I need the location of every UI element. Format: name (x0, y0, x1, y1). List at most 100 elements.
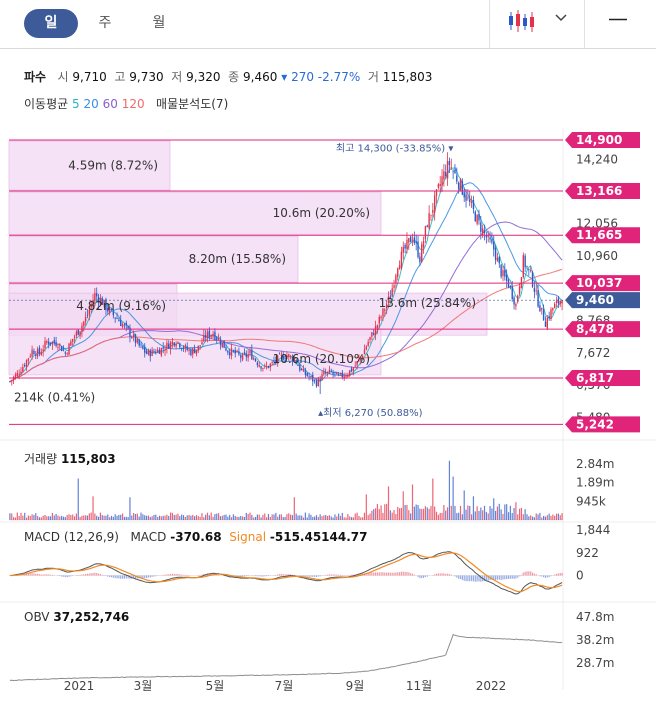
volume-bar (528, 516, 530, 520)
candle-body (354, 365, 356, 367)
volume-bar (214, 514, 216, 520)
x-tick-label: 7월 (275, 679, 294, 693)
macd-histogram-bar (79, 574, 81, 576)
candle-body (524, 255, 526, 268)
menu-icon[interactable] (609, 18, 627, 22)
volume-bar (177, 513, 179, 520)
ma60-label[interactable]: 60 (102, 97, 118, 111)
volume-bar (64, 517, 66, 520)
volume-bar (203, 517, 205, 520)
macd-histogram-bar (330, 574, 332, 576)
candle-body (234, 350, 236, 354)
macd-histogram-bar (86, 573, 89, 576)
candle-body (116, 317, 118, 319)
candle-body (402, 246, 404, 253)
candle-body (72, 338, 74, 342)
ma5-label[interactable]: 5 (72, 97, 80, 111)
volume-bar (27, 515, 29, 520)
tab-2[interactable]: 월 (152, 15, 166, 31)
ma20-label[interactable]: 20 (83, 97, 99, 111)
volume-bar (42, 515, 44, 520)
price-level-tag (565, 227, 640, 244)
candle-body (533, 287, 536, 292)
candle-body (360, 357, 362, 361)
candle-body (90, 304, 92, 308)
price-level-value: 5,242 (576, 417, 614, 431)
volume-bar (112, 516, 114, 520)
volume-bar (365, 494, 367, 520)
candle-body (518, 286, 521, 294)
candle-body (489, 237, 491, 240)
macd-histogram-bar (476, 575, 478, 582)
volume-bar (48, 516, 50, 520)
volume-bar (339, 515, 342, 520)
volume-bar (169, 512, 172, 520)
macd-histogram-bar (31, 573, 33, 576)
candle-body (168, 343, 170, 349)
candle-body (485, 235, 488, 238)
candle-body (107, 308, 109, 312)
macd-histogram-bar (299, 575, 301, 577)
volume-bar (507, 512, 510, 520)
macd-histogram-bar (515, 575, 517, 579)
tab-0[interactable]: 일 (24, 9, 78, 38)
macd-histogram-bar (517, 575, 519, 578)
volume-bar (544, 516, 547, 520)
volume-bar (517, 514, 519, 520)
candle-body (336, 372, 338, 375)
candle-body (317, 378, 320, 386)
volume-bar (480, 507, 482, 520)
volume-bar (25, 517, 28, 520)
macd-histogram-bar (393, 572, 395, 576)
candle-body (422, 241, 425, 248)
volume-bar (232, 514, 234, 520)
volume-bar (406, 504, 408, 520)
volume-bar (441, 512, 443, 520)
chevron-down-icon[interactable] (555, 14, 567, 22)
volume-bar (520, 507, 523, 520)
volume-bar (402, 491, 404, 520)
macd-histogram-bar (483, 575, 486, 582)
candle-body (306, 373, 308, 377)
volume-bar (539, 512, 541, 520)
volume-bar (341, 512, 343, 520)
candle-body (120, 320, 122, 326)
volume-bar (160, 516, 162, 520)
volume-bar (225, 514, 227, 520)
volume-bar (31, 514, 33, 520)
candle-body (435, 189, 438, 196)
candle-body (166, 342, 168, 349)
volume-bar (408, 510, 410, 520)
candle-body (16, 372, 19, 377)
volume-bar (217, 513, 220, 520)
volume-bar (524, 509, 526, 520)
tab-1[interactable]: 주 (98, 15, 112, 31)
volume-bar (81, 515, 83, 520)
candlestick-chart-icon[interactable] (506, 8, 536, 34)
volume-bar (428, 508, 430, 520)
macd-histogram-bar (526, 571, 528, 576)
macd-histogram-bar (68, 575, 70, 577)
macd-histogram-bar (280, 573, 282, 576)
candle-body (480, 222, 482, 232)
candle-body (127, 326, 129, 329)
ma120-label[interactable]: 120 (121, 97, 145, 111)
volume-bar (297, 515, 299, 520)
volume-bar (133, 512, 135, 520)
macd-histogram-bar (349, 574, 351, 576)
macd-histogram-bar (456, 575, 458, 578)
volume-bar (389, 510, 391, 520)
volume-bar (277, 516, 279, 520)
low-price: 9,320 (186, 70, 221, 84)
candle-body (129, 327, 131, 337)
macd-histogram-bar (362, 573, 364, 576)
macd-histogram-bar (125, 575, 127, 579)
candle-body (75, 331, 78, 336)
volume-profile-label[interactable]: 매물분석도(7) (156, 97, 229, 111)
candle-body (79, 331, 81, 336)
volume-bar (151, 516, 153, 520)
volume-bar (325, 515, 327, 520)
volume-profile-bar (8, 140, 171, 191)
volume-bar (446, 507, 449, 520)
volume-bar (140, 512, 142, 520)
